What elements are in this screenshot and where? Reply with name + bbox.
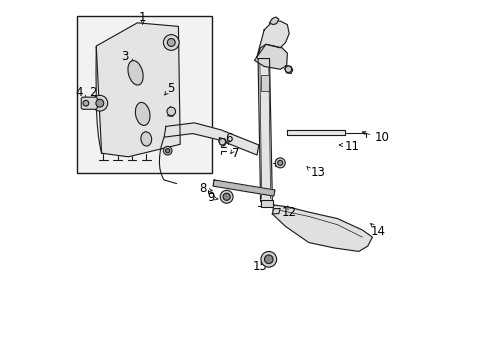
Circle shape — [264, 255, 272, 264]
Text: 15: 15 — [253, 260, 267, 273]
Polygon shape — [258, 59, 272, 202]
Polygon shape — [96, 23, 180, 157]
Polygon shape — [213, 180, 274, 196]
Text: 12: 12 — [281, 206, 296, 219]
Text: 13: 13 — [310, 166, 325, 179]
Polygon shape — [254, 44, 287, 69]
Ellipse shape — [128, 60, 143, 85]
Circle shape — [223, 193, 230, 201]
Text: 2: 2 — [89, 86, 96, 99]
Circle shape — [163, 147, 172, 155]
Circle shape — [261, 251, 276, 267]
Bar — [77, 16, 212, 173]
Circle shape — [92, 95, 107, 111]
Bar — [260, 201, 272, 207]
Text: 6: 6 — [224, 132, 232, 145]
Polygon shape — [257, 21, 288, 57]
Text: 5: 5 — [167, 82, 175, 95]
Text: 10: 10 — [374, 131, 389, 144]
Circle shape — [277, 160, 282, 165]
Text: 3: 3 — [121, 50, 128, 63]
Ellipse shape — [141, 132, 151, 146]
Circle shape — [166, 107, 175, 116]
Text: 9: 9 — [206, 192, 214, 204]
FancyBboxPatch shape — [81, 97, 97, 109]
Circle shape — [275, 158, 285, 168]
Polygon shape — [216, 181, 272, 195]
Ellipse shape — [135, 102, 150, 125]
Text: 8: 8 — [199, 183, 207, 195]
Polygon shape — [164, 123, 258, 155]
Polygon shape — [272, 208, 280, 214]
Circle shape — [167, 39, 175, 46]
Text: 11: 11 — [344, 140, 359, 153]
Circle shape — [96, 99, 103, 107]
Circle shape — [220, 190, 233, 203]
Circle shape — [165, 149, 169, 153]
Polygon shape — [272, 205, 372, 251]
Polygon shape — [285, 66, 292, 73]
Circle shape — [285, 66, 291, 72]
Circle shape — [83, 100, 88, 106]
Polygon shape — [218, 138, 226, 146]
Text: 7: 7 — [231, 147, 239, 160]
Text: 14: 14 — [370, 225, 385, 238]
Polygon shape — [269, 17, 278, 24]
Circle shape — [163, 35, 179, 50]
Circle shape — [219, 139, 225, 145]
Text: 1: 1 — [139, 11, 146, 24]
Polygon shape — [287, 130, 344, 135]
Bar — [261, 75, 268, 91]
Text: 4: 4 — [76, 86, 83, 99]
